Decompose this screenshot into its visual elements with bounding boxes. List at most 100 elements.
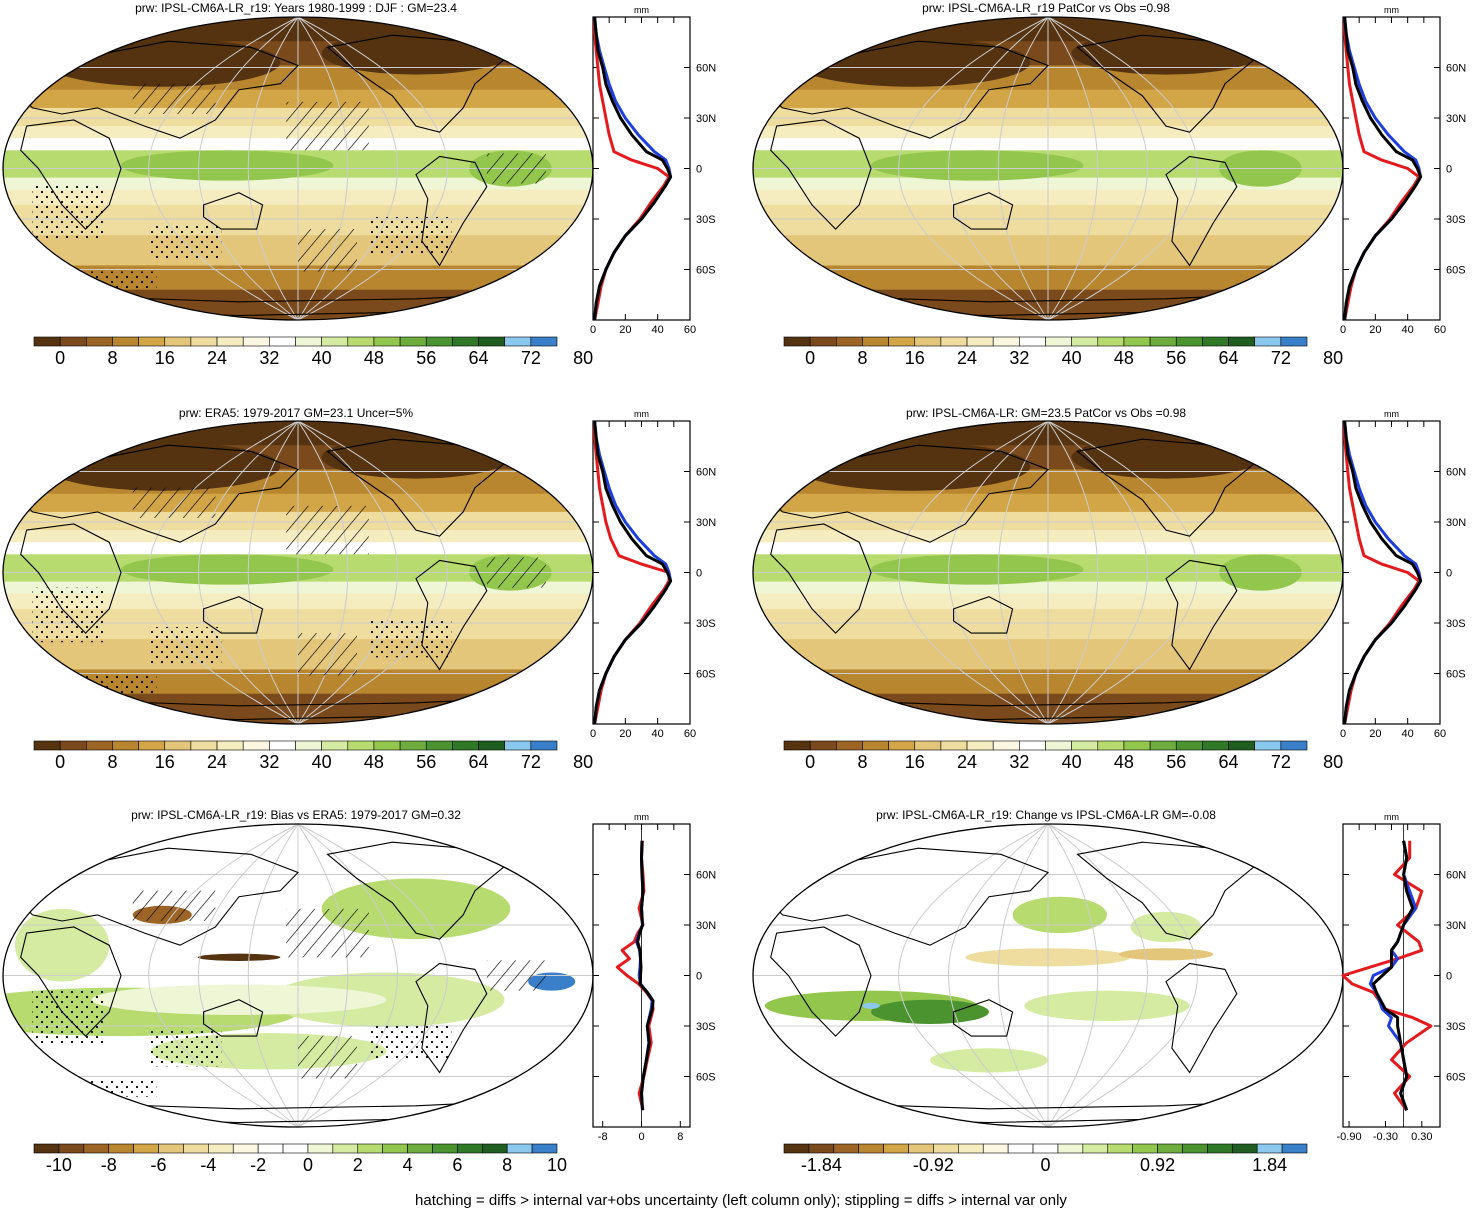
colorbar-swatch: [504, 740, 532, 751]
stippling-region: [62, 675, 157, 694]
colorbar-label: 24: [957, 752, 977, 772]
y-tick-label: 60N: [696, 870, 716, 882]
colorbar-swatch: [1202, 336, 1229, 347]
colorbar-label: 40: [1062, 752, 1082, 772]
colorbar-swatch: [1182, 1143, 1208, 1154]
map-field: [753, 17, 1343, 320]
hatching-region: [486, 960, 546, 991]
colorbar-swatch: [382, 1143, 408, 1154]
colorbar-swatch: [321, 740, 349, 751]
change-region: [1130, 911, 1202, 943]
stippling-region: [368, 1023, 452, 1061]
colorbar-swatch: [478, 336, 505, 347]
colorbar-swatch: [966, 740, 994, 751]
hatching-region: [486, 153, 546, 184]
colorbar-swatch: [1082, 1143, 1109, 1154]
profile-unit: mm: [1384, 812, 1399, 822]
colorbar-swatch: [59, 336, 87, 347]
colorbar-label: 72: [521, 348, 541, 368]
colorbar-label: 32: [1009, 348, 1029, 368]
y-tick-label: 0: [696, 164, 702, 176]
profile-series-line: [1343, 420, 1423, 725]
coastline: [13, 847, 299, 946]
world-map: [2, 16, 594, 321]
colorbar-swatch: [1149, 740, 1177, 751]
colorbar-swatch: [783, 740, 811, 751]
colorbar-label: 48: [1114, 348, 1134, 368]
profile-series-line: [593, 421, 671, 725]
colorbar-swatch: [295, 336, 322, 347]
colorbar-swatch: [1228, 336, 1256, 347]
coastline: [326, 438, 506, 537]
graticule-meridian: [198, 824, 299, 1127]
graticule-meridian: [297, 824, 398, 1127]
colorbar: -10 -8 -6 -4 -2 0 2 4 6 8 10: [33, 1143, 567, 1175]
colorbar-label: -2: [250, 1155, 266, 1175]
x-tick-label: 40: [652, 324, 664, 336]
zonal-profile: mm 0 20 40 60 60N 30N 0 30S 60S: [590, 5, 716, 336]
profile-series-line: [1371, 840, 1415, 1111]
colorbar-label: 6: [452, 1155, 462, 1175]
colorbar-swatch: [1071, 336, 1099, 347]
colorbar-label: 0.92: [1140, 1155, 1175, 1175]
colorbar-label: 80: [573, 752, 593, 772]
map-field: [3, 421, 593, 724]
colorbar-swatch: [1202, 740, 1229, 751]
dry-region: [321, 32, 511, 75]
x-tick-label: -8: [598, 1131, 608, 1143]
colorbar-swatch: [158, 1143, 184, 1154]
world-map: [2, 420, 594, 725]
colorbar-swatch: [86, 740, 113, 751]
colorbar-swatch: [452, 336, 479, 347]
coastline: [1165, 559, 1238, 671]
x-tick-label: 60: [1434, 728, 1446, 740]
profile-series-line: [636, 840, 655, 1111]
panel-era5-obs: prw: ERA5: 1979-2017 GM=23.1 Uncer=5% mm…: [2, 406, 716, 772]
profile-series-line: [593, 420, 673, 725]
y-tick-label: 30N: [1446, 920, 1466, 932]
y-tick-label: 30S: [1446, 214, 1466, 226]
panel-title: prw: IPSL-CM6A-LR_r19: Bias vs ERA5: 197…: [131, 808, 461, 822]
colorbar-swatch: [1097, 740, 1125, 751]
colorbar-swatch: [373, 740, 401, 751]
colorbar-swatch: [321, 336, 349, 347]
colorbar-swatch: [58, 1143, 85, 1154]
colorbar-swatch: [457, 1143, 483, 1154]
x-tick-label: 0: [590, 324, 596, 336]
y-tick-label: 60S: [1446, 265, 1466, 277]
colorbar-swatch: [1281, 1143, 1308, 1154]
y-tick-label: 60N: [696, 467, 716, 479]
colorbar-swatch: [1207, 1143, 1233, 1154]
graticule-meridian: [297, 421, 349, 724]
colorbar-label: 64: [469, 348, 489, 368]
graticule-meridian: [297, 824, 448, 1127]
x-tick-label: -0.90: [1337, 1131, 1362, 1143]
profile-series-line: [593, 16, 673, 321]
profile-frame: [1342, 823, 1441, 1128]
profile-unit: mm: [634, 812, 649, 822]
colorbar-label: 8: [107, 752, 117, 772]
graticule-meridian: [297, 17, 349, 320]
x-tick-label: 40: [1402, 728, 1414, 740]
colorbar-label: 24: [957, 348, 977, 368]
colorbar: -1.84 -0.92 0 0.92 1.84: [783, 1143, 1308, 1175]
colorbar-label: 8: [107, 348, 117, 368]
colorbar-swatch: [257, 1143, 284, 1154]
profile-series-line: [1341, 840, 1433, 1112]
coastline: [1076, 841, 1256, 940]
colorbar-label: 72: [521, 752, 541, 772]
x-tick-label: -0.30: [1373, 1131, 1398, 1143]
x-tick-label: 0: [638, 1131, 644, 1143]
bias-region: [14, 908, 110, 982]
colorbar-swatch: [33, 1143, 60, 1154]
colorbar-swatch: [1071, 740, 1099, 751]
change-region: [1118, 948, 1214, 961]
colorbar-swatch: [332, 1143, 359, 1154]
colorbar-swatch: [164, 336, 192, 347]
figure-footnote: hatching = diffs > internal var+obs unce…: [415, 1192, 1067, 1209]
graticule-meridian: [297, 421, 398, 724]
graticule-meridian: [148, 421, 299, 724]
coastline: [326, 841, 506, 940]
y-tick-label: 30N: [696, 517, 716, 529]
colorbar-swatch: [914, 740, 942, 751]
